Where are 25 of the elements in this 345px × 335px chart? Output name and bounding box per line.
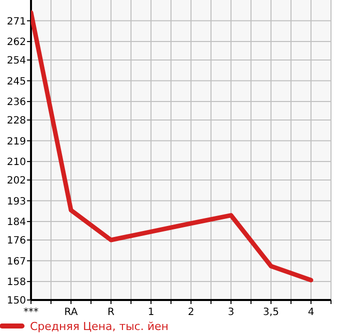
y-tick-label: 158 xyxy=(6,277,26,288)
legend-label: Средняя Цена, тыс. йен xyxy=(30,320,168,333)
x-tick-label: 2 xyxy=(188,307,194,318)
y-tick-label: 176 xyxy=(6,236,26,246)
y-tick-label: 236 xyxy=(6,97,26,108)
y-tick-label: 193 xyxy=(6,196,26,208)
x-tick-label: *** xyxy=(24,307,38,318)
y-tick-label: 254 xyxy=(6,56,26,66)
x-tick-label: 1 xyxy=(148,307,154,318)
y-tick-label: 262 xyxy=(6,37,26,48)
y-tick-label: 228 xyxy=(6,116,26,126)
x-tick-label: RA xyxy=(64,307,78,318)
y-tick-label: 184 xyxy=(6,217,26,228)
x-tick-label: 3,5 xyxy=(263,307,279,318)
line-series xyxy=(31,10,314,282)
y-tick-label: 210 xyxy=(6,157,26,168)
y-tick-label: 167 xyxy=(6,256,26,268)
x-tick-label: 3 xyxy=(228,307,234,318)
y-tick-label: 202 xyxy=(6,176,26,186)
x-tick-label: R xyxy=(108,307,115,318)
x-tick-label: 4 xyxy=(308,307,314,318)
y-tick-label: 150 xyxy=(6,296,26,306)
y-tick-label: 245 xyxy=(6,76,26,88)
y-tick-label: 271 xyxy=(6,16,26,28)
y-tick-label: 219 xyxy=(6,136,26,148)
